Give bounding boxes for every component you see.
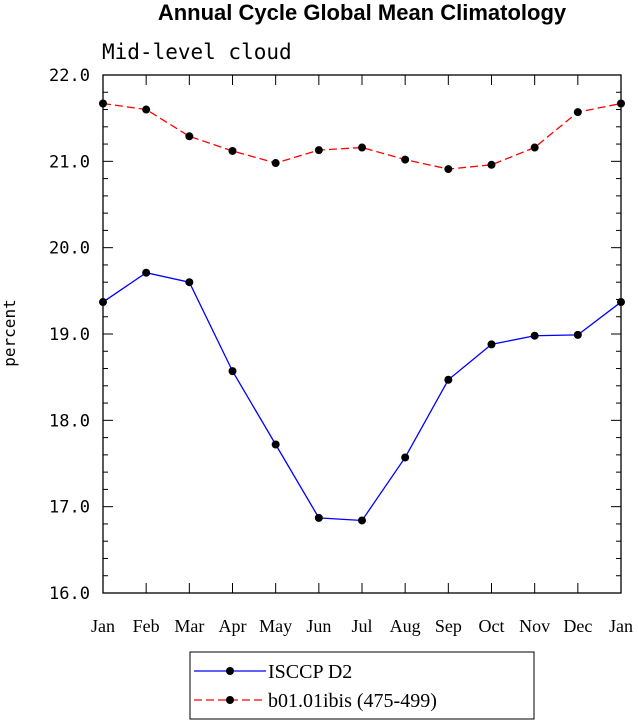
x-tick-label: Aug [390, 616, 421, 636]
axis-ticks: 16.0 17.0 18.0 19.0 20.0 21.0 22.0 Jan Feb Mar Apr… [49, 66, 633, 636]
x-tick-label: Jan [609, 616, 633, 636]
legend-box [189, 651, 535, 720]
data-point [185, 278, 194, 287]
data-point [617, 298, 625, 307]
legend-label-isccp: ISCCP D2 [268, 661, 352, 683]
data-point [487, 340, 496, 349]
data-point [617, 99, 625, 108]
plot-frame [102, 74, 622, 594]
y-tick-label: 22.0 [49, 66, 90, 86]
data-point [487, 160, 496, 169]
data-point [573, 330, 582, 339]
legend-marker-isccp [226, 667, 234, 675]
data-point [314, 513, 323, 522]
x-tick-label: Nov [519, 616, 550, 636]
y-tick-label: 16.0 [49, 584, 90, 604]
series-line [102, 272, 622, 522]
data-point [573, 108, 582, 117]
data-point [401, 155, 410, 164]
legend-label-b01: b01.01ibis (475-499) [268, 690, 437, 712]
data-point [99, 99, 107, 108]
data-point [358, 516, 366, 525]
data-point [228, 367, 237, 376]
data-point [142, 105, 151, 114]
x-tick-label: Sep [435, 616, 462, 636]
x-tick-label: Oct [479, 616, 505, 636]
data-point [444, 375, 453, 384]
x-tick-label: Feb [133, 616, 160, 636]
data-point [228, 146, 237, 155]
chart-title: Annual Cycle Global Mean Climatology [158, 0, 567, 25]
y-tick-label: 19.0 [49, 325, 90, 345]
y-tick-label: 20.0 [49, 239, 90, 259]
data-point [271, 440, 280, 449]
y-tick-label: 18.0 [49, 411, 90, 431]
data-point [358, 143, 366, 152]
data-point [530, 331, 539, 340]
x-tick-label: Apr [219, 616, 247, 636]
x-tick-label: Jan [91, 616, 115, 636]
data-point [314, 146, 323, 155]
y-axis-label: percent [0, 299, 19, 366]
chart-subtitle: Mid-level cloud [102, 40, 292, 64]
x-tick-label: Jun [306, 616, 331, 636]
data-point [271, 159, 280, 168]
series-line [102, 102, 622, 170]
data-point [401, 453, 410, 462]
y-tick-label: 21.0 [49, 152, 90, 172]
series-1 [99, 99, 625, 174]
legend-marker-b01 [226, 696, 234, 704]
data-point [99, 298, 107, 307]
data-point [142, 268, 151, 277]
data-point [185, 132, 194, 141]
data-point [530, 143, 539, 152]
series-layer [99, 99, 625, 525]
x-tick-label: Jul [351, 616, 372, 636]
legend: ISCCP D2 b01.01ibis (475-499) [189, 651, 535, 720]
x-tick-label: Mar [174, 616, 204, 636]
x-tick-label: Dec [563, 616, 592, 636]
data-point [444, 165, 453, 174]
y-tick-label: 17.0 [49, 498, 90, 518]
x-tick-label: May [259, 616, 292, 636]
series-0 [99, 268, 625, 525]
